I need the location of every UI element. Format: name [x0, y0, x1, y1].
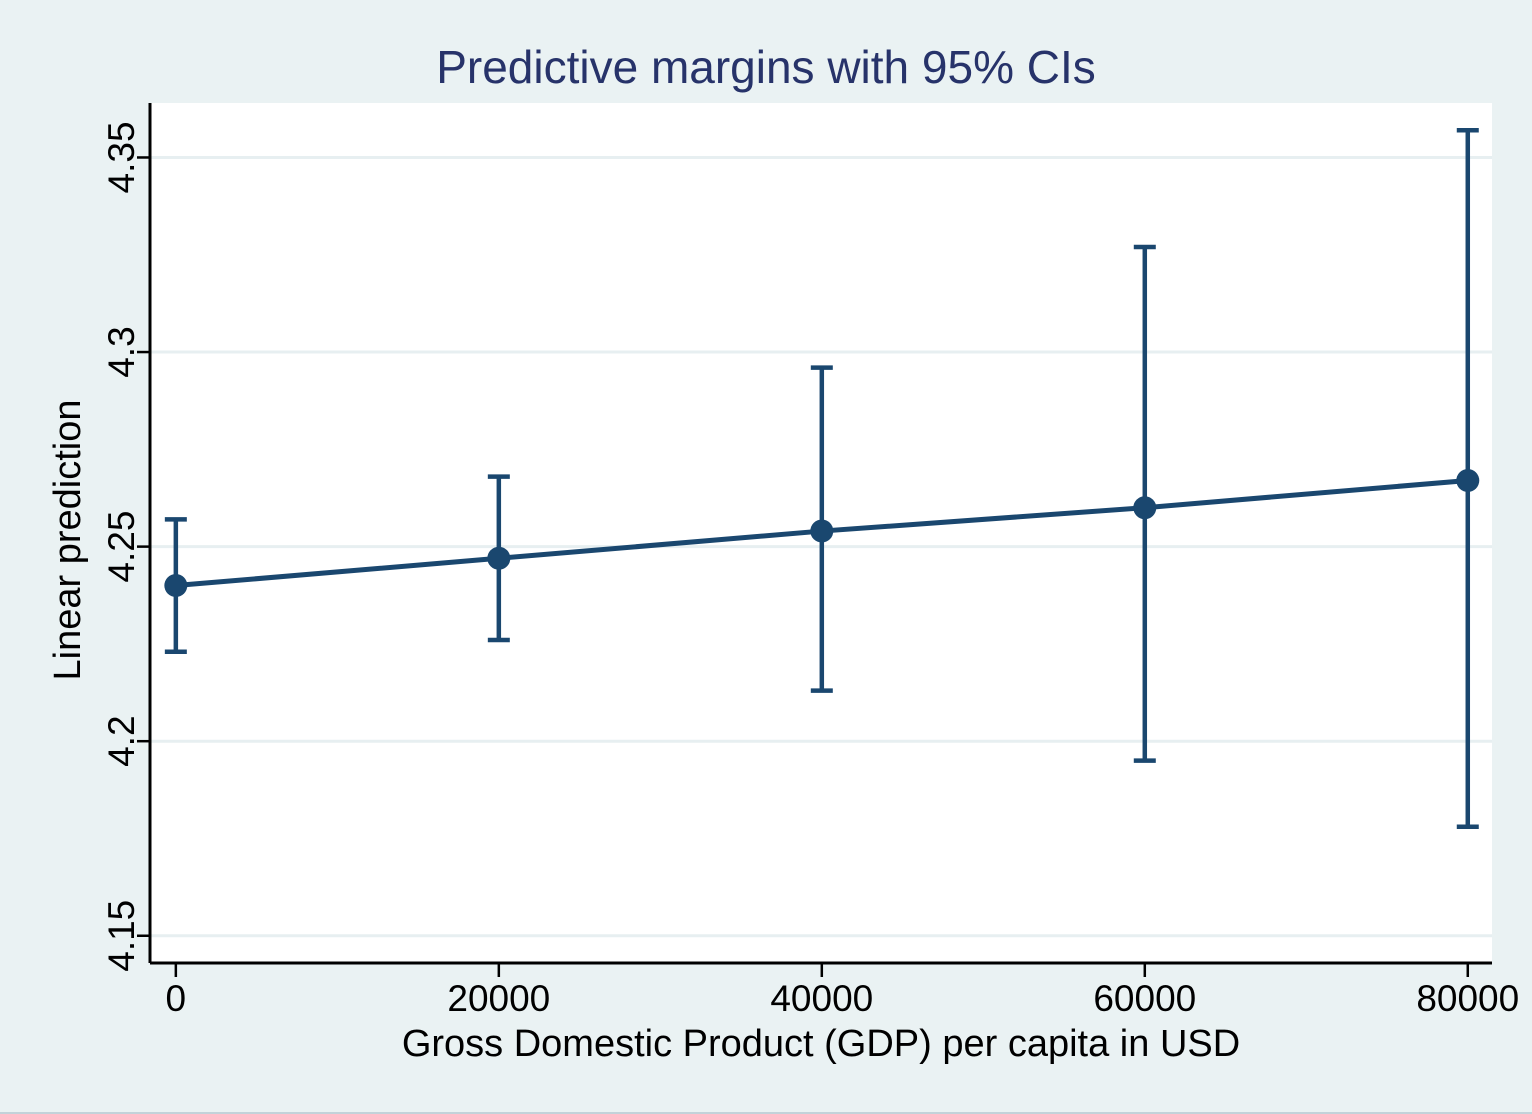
series-group [164, 127, 1480, 830]
y-tick-label: 4.3 [101, 326, 142, 377]
data-point [810, 519, 834, 543]
x-tick-label: 40000 [770, 978, 873, 1019]
y-tick-label: 4.15 [101, 900, 142, 972]
x-tick-label: 20000 [447, 978, 550, 1019]
x-tick-label: 80000 [1416, 978, 1519, 1019]
data-point [487, 546, 511, 570]
chart-title: Predictive margins with 95% CIs [436, 41, 1096, 93]
y-tick-label: 4.35 [101, 121, 142, 193]
data-point [1133, 496, 1157, 520]
x-tick-label: 60000 [1093, 978, 1196, 1019]
data-point [164, 574, 188, 598]
y-axis-title: Linear prediction [47, 400, 89, 681]
window-bottom-edge [0, 1112, 1532, 1114]
y-tick-label: 4.25 [101, 511, 142, 583]
x-axis-title: Gross Domestic Product (GDP) per capita … [402, 1023, 1240, 1065]
tick-labels: 4.15 4.2 4.25 4.3 4.35 0 20000 40000 60000 80000 [101, 121, 1519, 1019]
data-point [1456, 468, 1480, 492]
axes [137, 103, 1492, 977]
x-tick-label: 0 [166, 978, 187, 1019]
y-tick-label: 4.2 [101, 715, 142, 766]
